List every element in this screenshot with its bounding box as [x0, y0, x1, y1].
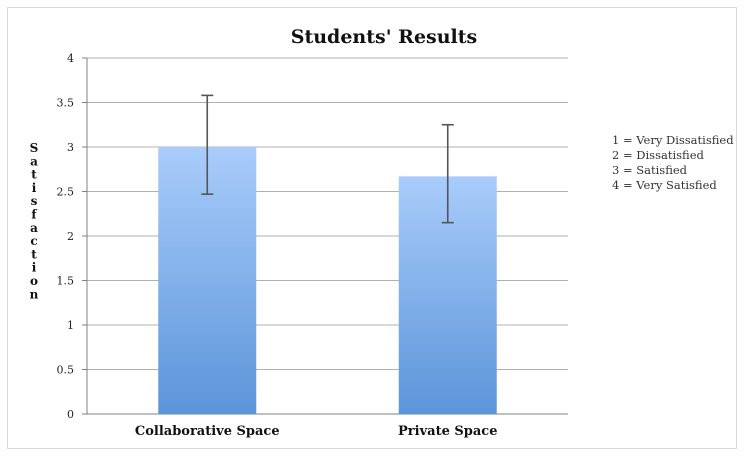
- legend: 1 = Very Dissatisfied 2 = Dissatisfied 3 =…: [612, 133, 737, 193]
- y-tick-label: 1: [67, 319, 74, 332]
- y-tick-label: 3: [67, 141, 74, 154]
- legend-entry: 4 = Very Satisfied: [612, 178, 737, 193]
- y-axis-label-letter: S: [30, 141, 39, 155]
- y-axis-label-letter: i: [32, 181, 37, 195]
- y-tick-label: 2.5: [57, 186, 75, 199]
- y-axis-label-letter: c: [30, 234, 37, 248]
- y-axis-label-letter: t: [31, 247, 37, 261]
- y-axis-label-letter: a: [30, 221, 38, 235]
- y-tick-labels: 0 0.5 1 1.5 2 2.5 3 3.5 4: [57, 52, 75, 421]
- y-axis-label-letter: f: [31, 208, 37, 222]
- y-tick-label: 2: [67, 230, 74, 243]
- y-tick-label: 4: [67, 52, 74, 65]
- y-tick-label: 3.5: [57, 97, 75, 110]
- x-category-labels: Collaborative Space Private Space: [135, 424, 498, 439]
- legend-entry: 3 = Satisfied: [612, 163, 737, 178]
- y-tick-label: 1.5: [57, 275, 75, 288]
- y-axis-label-letter: i: [32, 261, 37, 275]
- legend-entry: 1 = Very Dissatisfied: [612, 133, 737, 148]
- y-axis-label-letter: s: [31, 194, 38, 208]
- y-axis-label-letter: n: [30, 287, 39, 301]
- y-tick-label: 0.5: [57, 364, 75, 377]
- chart-title: Students' Results: [291, 26, 477, 48]
- x-category-label: Private Space: [398, 424, 497, 439]
- y-axis-label-letter: o: [30, 274, 38, 288]
- y-axis-label-letter: t: [31, 168, 37, 182]
- y-tick-label: 0: [67, 408, 74, 421]
- x-category-label: Collaborative Space: [135, 424, 280, 439]
- legend-entry: 2 = Dissatisfied: [612, 148, 737, 163]
- y-axis-label-letter: a: [30, 154, 38, 168]
